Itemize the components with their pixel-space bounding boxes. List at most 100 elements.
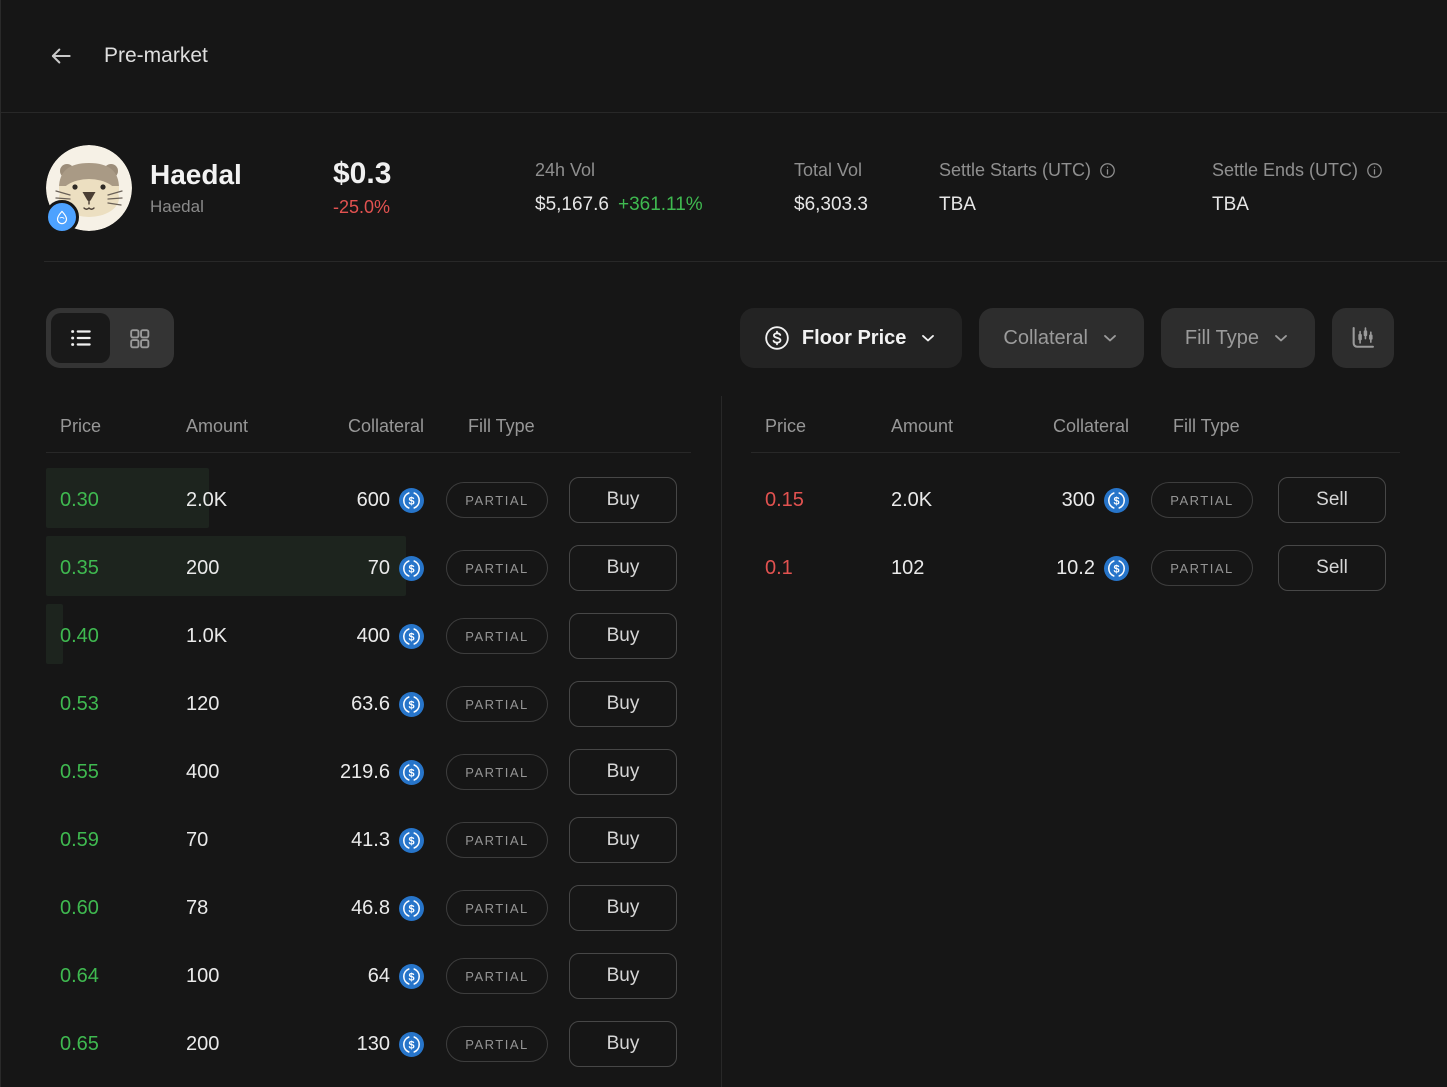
amount-cell: 102 <box>891 556 925 579</box>
amount-cell: 1.0K <box>186 624 228 647</box>
fill-type-badge: PARTIAL <box>446 1026 548 1062</box>
amount-cell: 2.0K <box>891 488 933 511</box>
buy-button[interactable]: Buy <box>569 749 677 795</box>
collateral-cell: 70 $ <box>296 555 424 581</box>
depth-bar <box>46 604 63 664</box>
usdc-icon: $ <box>399 623 424 649</box>
amount-cell: 78 <box>186 896 209 919</box>
fill-type-badge: PARTIAL <box>446 754 548 790</box>
view-toggle <box>46 308 174 368</box>
sui-chain-badge <box>45 199 79 234</box>
collateral-filter-button[interactable]: Collateral <box>979 308 1144 368</box>
usdc-icon: $ <box>399 759 424 785</box>
buy-button[interactable]: Buy <box>569 817 677 863</box>
svg-text:$: $ <box>1113 495 1119 507</box>
orderbook-row: 0.55 400 219.6 $ PARTIAL Buy <box>46 738 691 806</box>
buy-button[interactable]: Buy <box>569 681 677 727</box>
orderbook-row: 0.60 78 46.8 $ PARTIAL Buy <box>46 874 691 942</box>
usdc-icon: $ <box>399 827 424 853</box>
usdc-icon: $ <box>1104 487 1129 513</box>
svg-text:$: $ <box>408 631 414 643</box>
action-cell: Buy <box>569 953 691 999</box>
amount-cell: 2.0K <box>186 488 228 511</box>
fill-type-cell: PARTIAL <box>1129 482 1274 518</box>
stat-total-vol: Total Vol $6,303.3 <box>794 160 939 216</box>
amount-cell: 120 <box>186 692 220 715</box>
buy-button[interactable]: Buy <box>569 545 677 591</box>
collateral-cell: 46.8 $ <box>296 895 424 921</box>
back-arrow-icon <box>51 48 71 64</box>
collateral-value: 600 <box>356 488 390 511</box>
usdc-icon: $ <box>1104 555 1129 581</box>
price-cell: 0.53 <box>60 692 99 715</box>
fill-type-filter-label: Fill Type <box>1184 326 1259 349</box>
list-view-icon <box>70 330 91 346</box>
buy-button[interactable]: Buy <box>569 1021 677 1067</box>
floor-price-sort-button[interactable]: Floor Price <box>739 308 963 368</box>
sell-button[interactable]: Sell <box>1278 545 1386 591</box>
orderbook-row: 0.30 2.0K 600 $ PARTIAL Buy <box>46 466 691 534</box>
toolbar: Floor Price Collateral Fill Type <box>1 308 1447 368</box>
settle-ends-label: Settle Ends (UTC) <box>1212 159 1359 180</box>
buy-button[interactable]: Buy <box>569 613 677 659</box>
info-icon[interactable] <box>1366 162 1383 179</box>
token-name: Haedal <box>150 158 242 190</box>
collateral-cell: 130 $ <box>296 1031 424 1057</box>
info-icon[interactable] <box>1099 162 1116 179</box>
action-cell: Buy <box>569 885 691 931</box>
price-cell: 0.35 <box>60 556 99 579</box>
column-header-collateral: Collateral <box>1052 416 1129 436</box>
stat-24h-vol-label: 24h Vol <box>535 159 596 180</box>
buy-button[interactable]: Buy <box>569 953 677 999</box>
table-divider <box>721 396 722 1087</box>
usdc-icon: $ <box>399 487 424 513</box>
grid-view-button[interactable] <box>110 313 169 363</box>
depth-bar <box>46 468 209 528</box>
chart-view-button[interactable] <box>1332 308 1394 368</box>
usdc-icon: $ <box>399 691 424 717</box>
orderbook-section: Price Amount Collateral Fill Type 0.30 2… <box>1 396 1447 1087</box>
collateral-cell: 600 $ <box>296 487 424 513</box>
usdc-icon: $ <box>399 555 424 581</box>
token-name-block: Haedal Haedal <box>150 159 333 217</box>
collateral-value: 63.6 <box>351 692 390 715</box>
action-cell: Buy <box>569 681 691 727</box>
collateral-value: 46.8 <box>351 896 390 919</box>
collateral-value: 219.6 <box>339 760 390 783</box>
sell-table-body: 0.15 2.0K 300 $ PARTIAL Sell 0.1 102 10.… <box>751 453 1400 602</box>
action-cell: Sell <box>1274 477 1400 523</box>
vol24h-amount: $5,167.6 <box>535 193 609 215</box>
fill-type-cell: PARTIAL <box>424 890 569 926</box>
action-cell: Buy <box>569 749 691 795</box>
dollar-coin-icon <box>765 326 789 350</box>
price-cell: 0.60 <box>60 896 99 919</box>
svg-text:$: $ <box>408 563 414 575</box>
filter-group: Floor Price Collateral Fill Type <box>739 308 1394 368</box>
price-cell: 0.59 <box>60 828 99 851</box>
top-bar: Pre-market <box>1 0 1447 113</box>
token-avatar-wrap <box>45 144 132 234</box>
buy-button[interactable]: Buy <box>569 477 677 523</box>
sell-orderbook: Price Amount Collateral Fill Type 0.15 2… <box>751 396 1400 1087</box>
collateral-cell: 10.2 $ <box>1001 555 1129 581</box>
sell-button[interactable]: Sell <box>1278 477 1386 523</box>
price-cell: 0.15 <box>765 488 804 511</box>
buy-button[interactable]: Buy <box>569 885 677 931</box>
fill-type-filter-button[interactable]: Fill Type <box>1160 308 1315 368</box>
candlestick-chart-icon <box>1352 327 1374 348</box>
stat-24h-vol-value: $5,167.6 +361.11% <box>535 194 794 216</box>
chevron-down-icon <box>1103 335 1116 342</box>
collateral-value: 130 <box>356 1032 390 1055</box>
sell-table-header: Price Amount Collateral Fill Type <box>751 396 1400 453</box>
grid-view-icon <box>130 328 150 348</box>
price-cell: 0.65 <box>60 1032 99 1055</box>
action-cell: Buy <box>569 477 691 523</box>
back-button[interactable] <box>44 39 78 73</box>
stat-settle-starts: Settle Starts (UTC) TBA <box>939 160 1212 216</box>
price-cell: 0.30 <box>60 488 99 511</box>
usdc-icon: $ <box>399 895 424 921</box>
fill-type-cell: PARTIAL <box>1129 550 1274 586</box>
column-header-fill-type: Fill Type <box>1173 416 1240 436</box>
collateral-cell: 41.3 $ <box>296 827 424 853</box>
list-view-button[interactable] <box>51 313 110 363</box>
